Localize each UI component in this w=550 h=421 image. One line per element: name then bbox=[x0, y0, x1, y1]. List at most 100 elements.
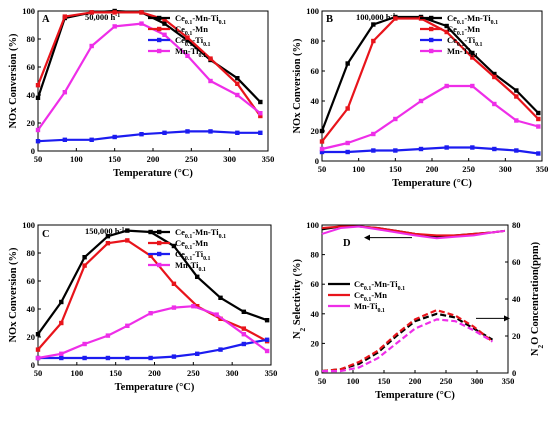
data-point bbox=[171, 354, 177, 359]
series-line bbox=[322, 146, 539, 155]
data-point bbox=[514, 118, 519, 123]
y-tick-label: 100 bbox=[22, 6, 35, 16]
space-velocity-label: 150,000 h-1 bbox=[85, 226, 124, 236]
data-point bbox=[492, 74, 497, 80]
data-point bbox=[241, 332, 247, 337]
series-line bbox=[37, 229, 268, 335]
x-tick-label: 150 bbox=[108, 154, 121, 164]
x-tick-label: 200 bbox=[426, 164, 439, 174]
data-point bbox=[258, 113, 263, 119]
y-axis-label: NOx Conversion (%) bbox=[292, 38, 303, 134]
chart-panel-b: 50 100 150 200 250 300 350 0 20 40 60 80 100 Temperat… bbox=[292, 6, 548, 189]
data-point bbox=[139, 10, 144, 15]
x-tick-label: 100 bbox=[347, 376, 360, 386]
y-tick-label: 40 bbox=[311, 96, 320, 106]
data-point bbox=[125, 355, 130, 361]
data-point bbox=[125, 228, 130, 233]
data-point bbox=[371, 22, 376, 27]
x-axis-label: Temperature (°C) bbox=[113, 168, 193, 179]
data-point bbox=[171, 243, 177, 249]
legend-marker bbox=[429, 48, 434, 54]
legend-entry: Ce0.1-Mn-Ti0.1 bbox=[447, 13, 498, 26]
x-tick-label: 100 bbox=[70, 154, 83, 164]
x-tick-label: 200 bbox=[409, 376, 422, 386]
y-tick-label: 80 bbox=[311, 36, 320, 46]
legend-entry: Ce0.1-Mn-Ti0.1 bbox=[175, 227, 226, 240]
legend-marker bbox=[157, 37, 162, 43]
data-point bbox=[470, 55, 475, 60]
data-point bbox=[148, 355, 153, 361]
left-axis-arrow-head bbox=[364, 234, 370, 241]
data-point bbox=[418, 146, 424, 152]
legend-entry: Ce0.1-Mn bbox=[175, 238, 208, 251]
legend-entry: Ce0.1-Mn bbox=[354, 290, 387, 303]
data-point bbox=[319, 128, 325, 134]
data-point bbox=[319, 146, 325, 152]
y-left-tick-label: 100 bbox=[306, 220, 319, 230]
legend-entry: Mn-Ti0.1 bbox=[175, 46, 206, 59]
panel-letter: C bbox=[42, 229, 50, 240]
panel-letter: A bbox=[42, 14, 50, 25]
y-left-tick-label: 20 bbox=[311, 338, 320, 348]
data-point bbox=[185, 38, 190, 43]
data-point bbox=[514, 88, 519, 93]
data-point bbox=[444, 145, 449, 150]
data-point bbox=[105, 355, 111, 361]
x-tick-label: 250 bbox=[185, 154, 198, 164]
data-point bbox=[35, 127, 41, 133]
data-point bbox=[345, 149, 350, 155]
data-point bbox=[62, 90, 68, 95]
data-point bbox=[105, 241, 111, 246]
data-point bbox=[235, 130, 240, 135]
y-tick-label: 80 bbox=[27, 34, 36, 44]
y-tick-label: 60 bbox=[311, 66, 320, 76]
space-velocity-label: 50,000 h-1 bbox=[85, 12, 120, 22]
data-point bbox=[345, 140, 350, 146]
x-tick-label: 300 bbox=[499, 164, 512, 174]
data-point bbox=[241, 326, 247, 331]
data-point bbox=[139, 132, 144, 137]
data-point bbox=[371, 38, 376, 44]
legend-marker bbox=[157, 48, 162, 54]
n2o-concentration-line bbox=[321, 309, 494, 373]
data-point bbox=[470, 83, 475, 89]
x-tick-label: 150 bbox=[389, 164, 402, 174]
x-axis-label: Temperature (°C) bbox=[375, 390, 455, 401]
data-point bbox=[536, 124, 541, 129]
y-left-tick-label: 0 bbox=[315, 368, 319, 378]
x-axis-label: Temperature (°C) bbox=[392, 178, 472, 189]
data-point bbox=[82, 355, 87, 361]
data-point bbox=[258, 111, 263, 116]
selectivity-line bbox=[321, 225, 506, 240]
x-tick-label: 50 bbox=[318, 376, 327, 386]
y-tick-label: 20 bbox=[27, 332, 36, 342]
data-point bbox=[171, 305, 177, 310]
data-point bbox=[536, 151, 541, 156]
y-tick-label: 0 bbox=[31, 360, 35, 370]
series-line bbox=[320, 15, 540, 132]
data-point bbox=[218, 295, 223, 300]
x-tick-label: 50 bbox=[34, 368, 43, 378]
n2o-concentration-line bbox=[322, 318, 494, 373]
data-point bbox=[112, 24, 117, 29]
y-right-axis-label: N2O Concentration(ppm) bbox=[530, 241, 545, 356]
data-point bbox=[82, 341, 87, 347]
data-point bbox=[62, 14, 68, 19]
data-point bbox=[371, 148, 376, 153]
data-point bbox=[162, 130, 167, 135]
x-tick-label: 150 bbox=[378, 376, 391, 386]
data-point bbox=[148, 311, 153, 316]
data-point bbox=[393, 16, 398, 21]
data-point bbox=[125, 323, 130, 328]
data-point bbox=[195, 351, 200, 356]
data-point bbox=[139, 21, 144, 26]
legend-marker bbox=[157, 251, 162, 257]
data-point bbox=[264, 348, 270, 354]
data-point bbox=[264, 318, 270, 323]
data-point bbox=[59, 351, 64, 356]
legend-entry: Ce0.1-Mn-Ti0.1 bbox=[175, 13, 226, 26]
legend-entry: Mn-Ti0.1 bbox=[447, 46, 478, 59]
series-line bbox=[37, 130, 261, 143]
data-point bbox=[162, 17, 167, 22]
data-point bbox=[514, 94, 519, 99]
